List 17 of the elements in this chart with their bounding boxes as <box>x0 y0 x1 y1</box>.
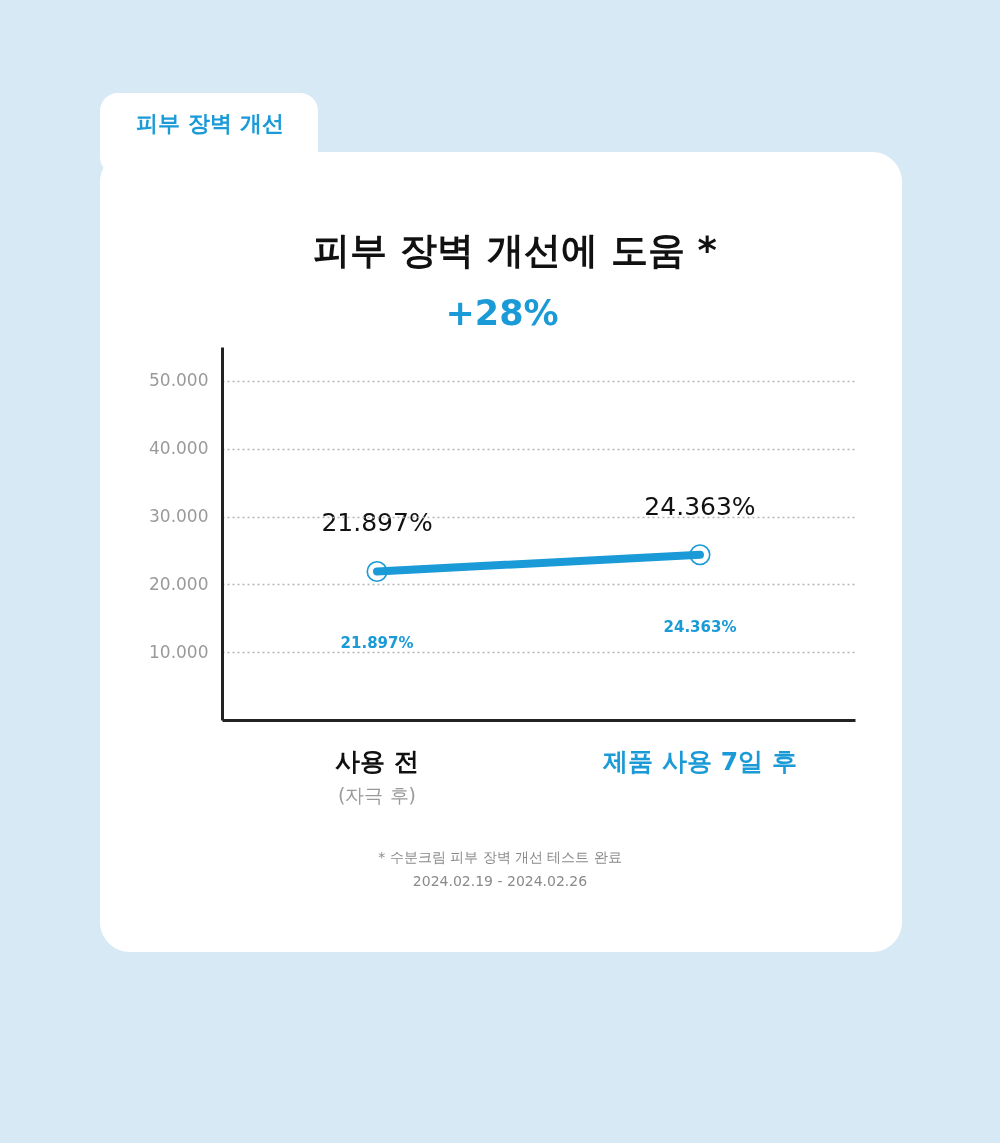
y-tick-label: 50.000 <box>149 370 209 391</box>
x-tick-label: 제품 사용 7일 후 <box>602 747 797 776</box>
chart-subtitle: +28% <box>445 293 559 333</box>
text: (자극 후) <box>338 784 416 806</box>
y-tick-label: 40.000 <box>149 438 209 459</box>
text: 2024.02.19 - 2024.02.26 <box>412 873 588 889</box>
y-tick-label: 30.000 <box>149 506 209 527</box>
x-tick-label: 사용 전 <box>335 747 419 776</box>
text: * 수분크림 피부 장벽 개선 테스트 완료 <box>378 849 622 865</box>
data-label: 21.897% <box>321 508 433 538</box>
text: 24.363% <box>663 617 737 636</box>
data-label: 24.363% <box>644 491 756 521</box>
y-tick-label: 10.000 <box>149 641 209 662</box>
y-tick-label: 20.000 <box>149 573 209 594</box>
text: 21.897% <box>340 634 414 653</box>
text: 피부 장벽 개선 <box>136 111 284 136</box>
chart-title: 피부 장벽 개선에 도움 * <box>313 229 717 272</box>
